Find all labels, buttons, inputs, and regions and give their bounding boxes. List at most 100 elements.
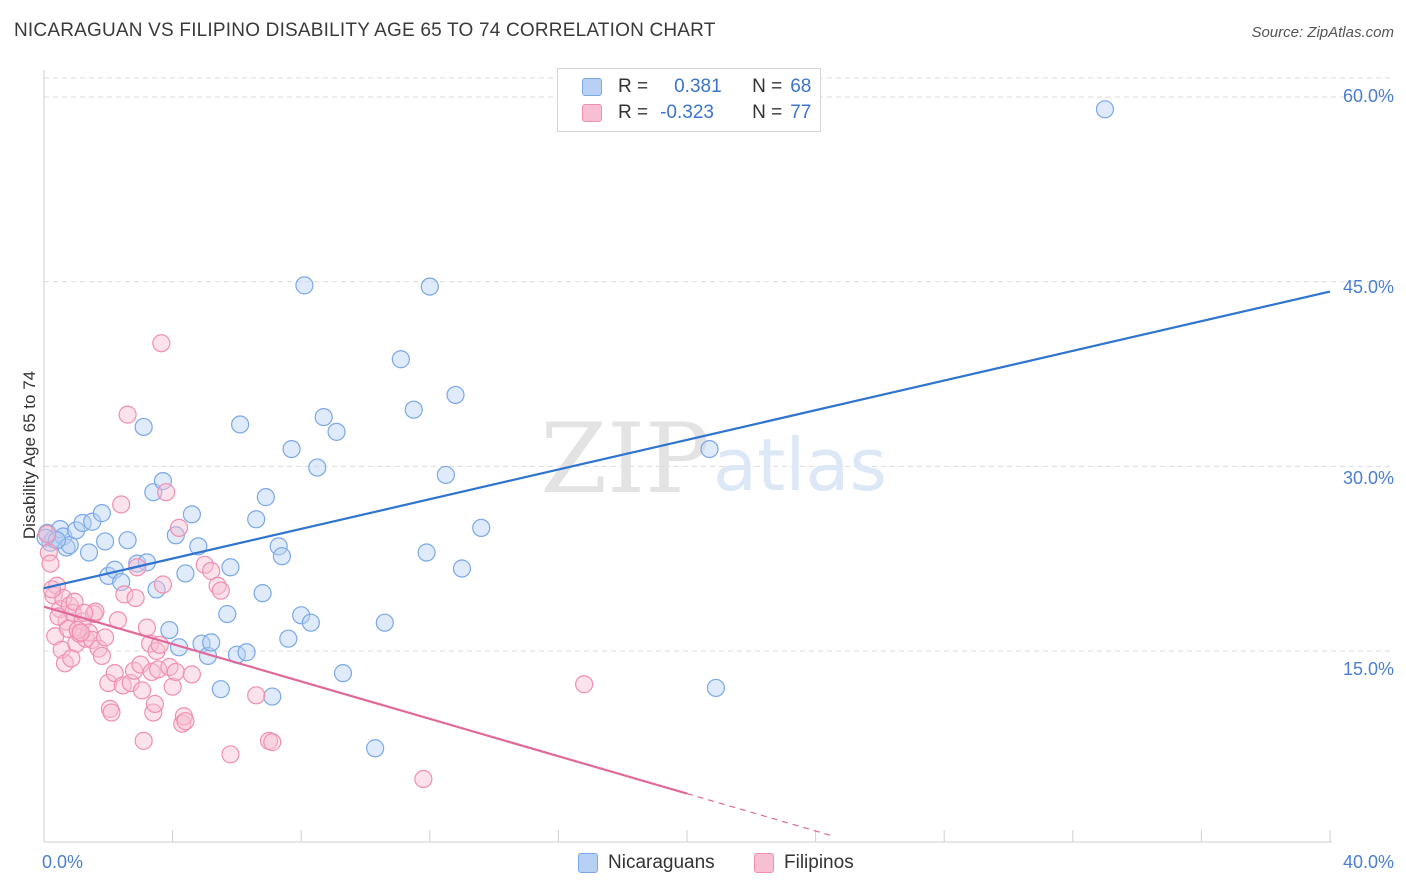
data-point-nicaraguans bbox=[420, 277, 439, 296]
legend-r-label: R = bbox=[618, 76, 649, 97]
legend-n-label: N = bbox=[752, 76, 783, 97]
data-point-nicaraguans bbox=[327, 422, 346, 441]
data-point-nicaraguans bbox=[256, 488, 275, 507]
y-tick-label-60: 60.0% bbox=[1342, 86, 1394, 106]
series-label: Nicaraguans bbox=[608, 852, 715, 873]
data-point-filipinos bbox=[145, 694, 165, 714]
y-tick-label-45: 45.0% bbox=[1342, 277, 1394, 297]
correlation-legend: R = 0.381 N = 68 R = -0.323 N = 77 bbox=[557, 68, 821, 132]
series-legend-nicaraguans[interactable]: Nicaraguans bbox=[578, 852, 715, 874]
data-point-nicaraguans bbox=[436, 465, 455, 485]
legend-n-value: 68 bbox=[790, 76, 812, 97]
data-point-filipinos bbox=[62, 649, 81, 668]
data-point-nicaraguans bbox=[404, 400, 423, 419]
data-point-filipinos bbox=[71, 623, 91, 642]
data-point-filipinos bbox=[176, 712, 195, 731]
data-point-filipinos bbox=[68, 620, 87, 640]
data-point-nicaraguans bbox=[73, 513, 92, 533]
data-point-filipinos bbox=[112, 495, 131, 514]
y-tick-label-30: 30.0% bbox=[1342, 468, 1394, 488]
data-point-filipinos bbox=[414, 769, 433, 789]
watermark-zip: ZIP bbox=[540, 403, 709, 515]
data-point-nicaraguans bbox=[472, 518, 491, 537]
data-point-nicaraguans bbox=[295, 276, 314, 295]
data-point-filipinos bbox=[41, 554, 60, 573]
data-point-nicaraguans bbox=[314, 407, 333, 427]
y-tick-label-15: 15.0% bbox=[1342, 659, 1394, 679]
data-point-filipinos bbox=[99, 673, 118, 693]
data-point-filipinos bbox=[131, 655, 150, 674]
series-label: Filipinos bbox=[784, 852, 854, 873]
legend-row-nicaraguans: R = 0.381 N = 68 bbox=[582, 75, 811, 99]
data-point-nicaraguans bbox=[202, 633, 221, 652]
series-legend-filipinos[interactable]: Filipinos bbox=[754, 852, 854, 874]
legend-swatch-pink bbox=[582, 104, 602, 122]
legend-r-label: R = bbox=[618, 102, 649, 123]
data-point-filipinos bbox=[575, 675, 594, 694]
watermark-atlas: atlas bbox=[713, 423, 887, 507]
data-point-nicaraguans bbox=[160, 620, 179, 640]
x-tick-label-min: 0.0% bbox=[42, 852, 84, 872]
legend-r-value: -0.323 bbox=[660, 102, 714, 123]
legend-r-value: 0.381 bbox=[674, 76, 722, 97]
data-point-nicaraguans bbox=[253, 584, 272, 603]
data-point-filipinos bbox=[115, 585, 134, 604]
data-point-filipinos bbox=[42, 580, 62, 599]
trendline-filipinos bbox=[43, 605, 688, 795]
data-point-nicaraguans bbox=[231, 415, 250, 434]
data-point-filipinos bbox=[95, 628, 115, 647]
data-point-nicaraguans bbox=[237, 643, 256, 662]
data-point-nicaraguans bbox=[269, 537, 288, 556]
data-point-nicaraguans bbox=[272, 547, 292, 566]
data-point-filipinos bbox=[92, 646, 111, 666]
data-point-nicaraguans bbox=[134, 417, 153, 437]
data-point-nicaraguans bbox=[308, 458, 327, 477]
data-point-filipinos bbox=[247, 686, 266, 705]
data-point-nicaraguans bbox=[57, 538, 76, 557]
data-point-nicaraguans bbox=[92, 504, 111, 523]
data-point-filipinos bbox=[38, 524, 57, 544]
series-legend: Nicaraguans Filipinos bbox=[0, 852, 1406, 876]
data-point-filipinos bbox=[153, 575, 173, 594]
trendline-nicaraguans bbox=[43, 290, 1331, 590]
legend-n-label: N = bbox=[752, 102, 783, 123]
data-point-nicaraguans bbox=[452, 559, 472, 578]
data-point-nicaraguans bbox=[282, 439, 301, 459]
data-point-nicaraguans bbox=[301, 613, 320, 632]
data-point-nicaraguans bbox=[417, 543, 436, 562]
data-point-filipinos bbox=[102, 703, 121, 722]
legend-swatch-blue bbox=[582, 78, 602, 96]
data-point-nicaraguans bbox=[211, 680, 230, 699]
data-point-nicaraguans bbox=[176, 564, 195, 583]
x-tick-label-max: 40.0% bbox=[1342, 852, 1394, 872]
data-point-filipinos bbox=[163, 677, 182, 696]
data-point-nicaraguans bbox=[153, 472, 173, 491]
chart-title: NICARAGUAN VS FILIPINO DISABILITY AGE 65… bbox=[14, 20, 716, 41]
data-point-nicaraguans bbox=[118, 531, 137, 550]
data-point-filipinos bbox=[126, 588, 145, 608]
data-point-filipinos bbox=[137, 618, 156, 637]
series-swatch-pink bbox=[754, 853, 774, 873]
data-point-nicaraguans bbox=[706, 678, 726, 698]
data-point-filipinos bbox=[118, 405, 137, 424]
legend-row-filipinos: R = -0.323 N = 77 bbox=[582, 101, 811, 125]
data-point-filipinos bbox=[182, 665, 201, 684]
legend-n-value: 77 bbox=[790, 102, 812, 123]
data-point-nicaraguans bbox=[67, 521, 86, 540]
data-point-nicaraguans bbox=[366, 739, 385, 758]
data-point-filipinos bbox=[157, 483, 176, 502]
data-point-nicaraguans bbox=[446, 385, 465, 405]
series-swatch-blue bbox=[578, 853, 598, 873]
data-point-nicaraguans bbox=[292, 606, 311, 625]
data-point-nicaraguans bbox=[218, 604, 237, 624]
data-point-filipinos bbox=[149, 660, 168, 679]
trendline-filipinos-extension bbox=[686, 793, 832, 837]
data-point-filipinos bbox=[169, 518, 189, 537]
data-point-filipinos bbox=[166, 662, 185, 682]
data-point-nicaraguans bbox=[79, 543, 99, 562]
data-point-nicaraguans bbox=[1095, 100, 1115, 119]
data-point-filipinos bbox=[173, 714, 192, 733]
data-point-nicaraguans bbox=[700, 439, 719, 459]
data-point-filipinos bbox=[152, 334, 171, 353]
data-point-filipinos bbox=[221, 745, 240, 764]
